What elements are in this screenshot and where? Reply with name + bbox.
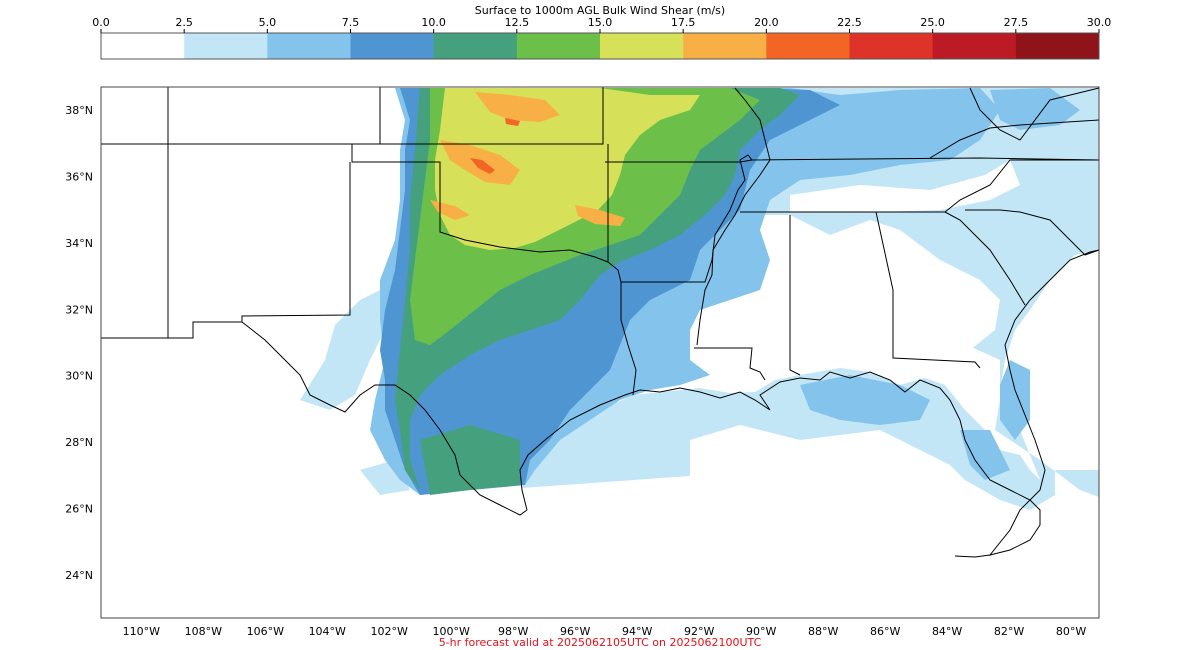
colorbar-tick-label: 0.0 bbox=[92, 16, 110, 29]
border-nc-sc bbox=[965, 209, 1100, 256]
border-ne bbox=[969, 87, 1100, 141]
latitude-label: 26°N bbox=[65, 502, 93, 515]
longitude-label: 92°W bbox=[684, 625, 714, 638]
colorbar-segment bbox=[267, 33, 351, 59]
contour-band-15-0 bbox=[435, 88, 700, 250]
colorbar-segment bbox=[516, 33, 601, 59]
colorbar-segment bbox=[849, 33, 934, 59]
latitude-label: 38°N bbox=[65, 104, 93, 117]
shear-contours bbox=[300, 88, 1099, 510]
longitude-label: 90°W bbox=[746, 625, 776, 638]
colorbar-tick-label: 7.5 bbox=[342, 16, 360, 29]
colorbar-segment bbox=[932, 33, 1017, 59]
longitude-label: 106°W bbox=[247, 625, 284, 638]
colorbar-tick-label: 15.0 bbox=[588, 16, 613, 29]
longitude-label: 102°W bbox=[371, 625, 408, 638]
coastline-gulf bbox=[519, 249, 1100, 556]
border-la-ms bbox=[694, 347, 766, 381]
contour-band-20-0 bbox=[470, 118, 520, 174]
colorbar: 0.0 2.5 5.0 7.5 10.0 12.5 15.0 17.5 20.0 22.5 25.0… bbox=[92, 16, 1111, 60]
colorbar-segment bbox=[683, 33, 767, 59]
latitude-label: 28°N bbox=[65, 436, 93, 449]
colorbar-tick-label: 30.0 bbox=[1087, 16, 1112, 29]
coastline-florida-keys bbox=[954, 554, 991, 558]
longitude-label: 96°W bbox=[560, 625, 590, 638]
map-frame bbox=[100, 86, 1100, 619]
border-al-ga bbox=[875, 211, 981, 369]
colorbar-tick-label: 27.5 bbox=[1004, 16, 1029, 29]
longitude-label: 108°W bbox=[185, 625, 222, 638]
colorbar-ticks: 0.0 2.5 5.0 7.5 10.0 12.5 15.0 17.5 20.0 22.5 25.0… bbox=[92, 16, 1111, 33]
longitude-label: 82°W bbox=[994, 625, 1024, 638]
political-boundaries bbox=[101, 87, 1100, 558]
contour-band-17-5-north bbox=[475, 92, 560, 122]
colorbar-segment bbox=[350, 33, 435, 59]
border-ky-tn bbox=[749, 157, 1100, 161]
longitude-labels: 110°W 108°W 106°W 104°W 102°W 100°W 98°W 96°W 94… bbox=[123, 625, 1087, 638]
latitude-label: 24°N bbox=[65, 569, 93, 582]
forecast-caption: 5-hr forecast valid at 2025062105UTC on … bbox=[438, 636, 762, 649]
colorbar-tick-label: 25.0 bbox=[920, 16, 945, 29]
colorbar-segment bbox=[433, 33, 518, 59]
contour-band-0-2-5-atlantic bbox=[1050, 285, 1099, 345]
colorbar-segment bbox=[101, 33, 185, 59]
colorbar-tick-label: 20.0 bbox=[754, 16, 779, 29]
border-rio-grande bbox=[241, 321, 528, 516]
colorbar-tick-label: 17.5 bbox=[671, 16, 696, 29]
latitude-label: 30°N bbox=[65, 370, 93, 383]
latitude-label: 32°N bbox=[65, 303, 93, 316]
colorbar-tick-label: 2.5 bbox=[175, 16, 193, 29]
contour-band-17-5-east bbox=[575, 205, 625, 226]
latitude-label: 34°N bbox=[65, 237, 93, 250]
longitude-label: 98°W bbox=[498, 625, 528, 638]
border-ga-sc bbox=[944, 211, 1026, 306]
colorbar-title: Surface to 1000m AGL Bulk Wind Shear (m/… bbox=[474, 4, 726, 17]
colorbar-tick-label: 5.0 bbox=[259, 16, 277, 29]
latitude-labels: 24°N 26°N 28°N 30°N 32°N 34°N 36°N 38°N bbox=[65, 104, 93, 582]
border-ms-al bbox=[789, 215, 801, 376]
colorbar-tick-label: 22.5 bbox=[837, 16, 862, 29]
latitude-label: 36°N bbox=[65, 171, 93, 184]
border-ar bbox=[605, 154, 753, 283]
border-ok-panhandle bbox=[379, 87, 604, 145]
colorbar-segment bbox=[766, 33, 850, 59]
longitude-label: 80°W bbox=[1056, 625, 1086, 638]
colorbar-segments bbox=[101, 33, 1100, 59]
longitude-label: 104°W bbox=[309, 625, 346, 638]
longitude-label: 110°W bbox=[123, 625, 160, 638]
longitude-label: 100°W bbox=[433, 625, 470, 638]
colorbar-segment bbox=[1015, 33, 1100, 59]
longitude-label: 94°W bbox=[622, 625, 652, 638]
colorbar-segment bbox=[184, 33, 268, 59]
colorbar-segment bbox=[600, 33, 684, 59]
border-mississippi bbox=[696, 87, 771, 346]
longitude-label: 84°W bbox=[932, 625, 962, 638]
colorbar-tick-label: 10.0 bbox=[421, 16, 446, 29]
border-ok bbox=[351, 144, 609, 263]
longitude-label: 86°W bbox=[870, 625, 900, 638]
longitude-label: 88°W bbox=[808, 625, 838, 638]
border-tn bbox=[740, 159, 1099, 213]
border-tx-la bbox=[607, 261, 637, 396]
colorbar-tick-label: 12.5 bbox=[505, 16, 530, 29]
border-ky-va bbox=[929, 119, 1100, 159]
